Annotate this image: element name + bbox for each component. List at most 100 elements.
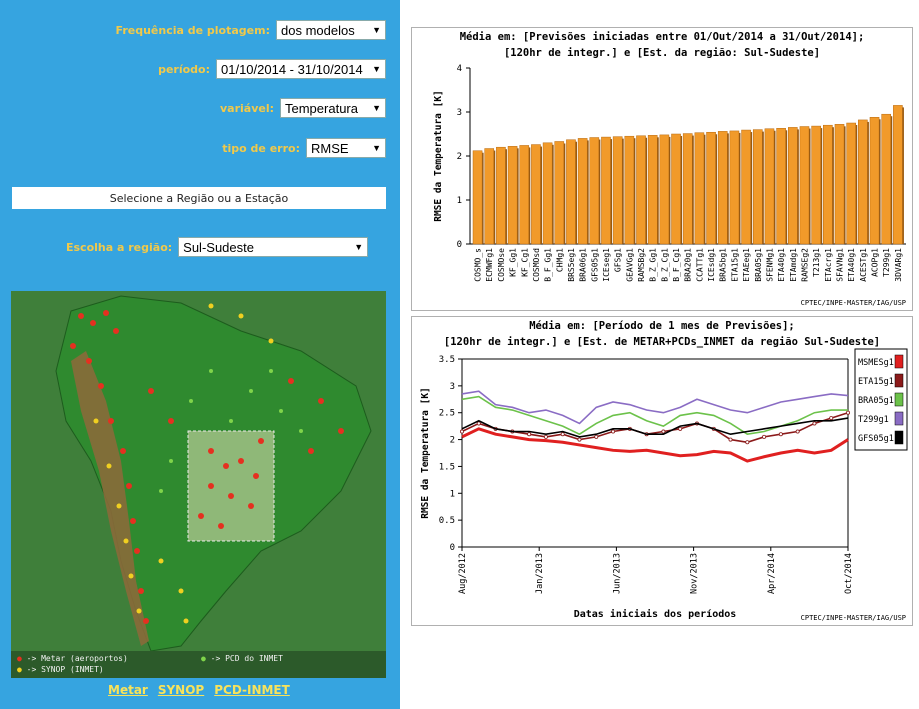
bar-category-label: KF_Cg1 <box>520 248 529 277</box>
bar-shadow <box>738 132 741 244</box>
region-select[interactable]: Sul-Sudeste ▼ <box>178 237 369 257</box>
line-point <box>476 421 481 426</box>
bar-category-label: RAMSEg2 <box>800 248 809 282</box>
frequency-value: dos modelos <box>281 22 355 38</box>
bar-shadow <box>633 138 636 244</box>
bar-category-label: RAMSBg2 <box>637 248 646 282</box>
bar <box>624 135 635 245</box>
line-y-tick-label: 1.5 <box>439 462 455 472</box>
error-type-value: RMSE <box>311 140 349 156</box>
bar <box>834 124 845 245</box>
line-series <box>461 395 848 436</box>
bar-shadow <box>727 133 729 244</box>
link-metar[interactable]: Metar <box>108 683 148 697</box>
bar-shadow <box>680 136 683 244</box>
variable-row: variável: Temperatura ▼ <box>220 97 386 119</box>
line-point <box>762 434 767 439</box>
map-legend: ● -> Metar (aeroportos) ● -> PCD do INME… <box>11 651 386 678</box>
bar <box>881 113 892 245</box>
bar-shadow <box>715 134 718 244</box>
bar-shadow <box>762 131 764 244</box>
bar <box>636 135 646 245</box>
legend-pcd: ● -> PCD do INMET <box>201 654 283 663</box>
bar-category-label: ACESTg1 <box>859 248 868 282</box>
selected-region-overlay[interactable] <box>187 430 275 542</box>
bar-y-tick-label: 3 <box>457 108 462 118</box>
period-select[interactable]: 01/10/2014 - 31/10/2014 ▼ <box>216 59 386 79</box>
bar-shadow <box>552 144 554 244</box>
link-synop[interactable]: SYNOP <box>157 683 205 697</box>
pcd-marker-icon: ● <box>201 654 206 663</box>
link-pcd-inmet[interactable]: PCD-INMET <box>214 683 290 697</box>
bar <box>799 126 810 245</box>
bar-shadow <box>517 148 519 244</box>
bar-category-label: 3DVARg1 <box>894 248 903 282</box>
bar-category-label: ACOPg1 <box>871 248 880 277</box>
line-point <box>845 410 850 415</box>
error-type-select[interactable]: RMSE ▼ <box>306 138 386 158</box>
bar <box>554 141 565 245</box>
line-legend-swatch <box>894 430 904 445</box>
bar-category-label: CHMg1 <box>555 248 564 272</box>
legend-metar: ● -> Metar (aeroportos) <box>17 654 128 663</box>
line-series <box>461 390 849 425</box>
line-series <box>461 417 849 438</box>
line-x-tick-label: Oct/2014 <box>844 553 854 594</box>
bar-category-label: BRA20g1 <box>684 248 693 282</box>
line-point <box>594 434 599 439</box>
bar-category-label: CCATTg1 <box>695 248 704 282</box>
bar-shadow <box>890 116 893 244</box>
bar <box>496 146 506 245</box>
bar-shadow <box>528 147 531 244</box>
region-label: Escolha a região: <box>66 240 173 254</box>
bar-category-label: BRA06g1 <box>579 248 588 282</box>
bar-shadow <box>563 143 566 244</box>
chevron-down-icon: ▼ <box>354 242 364 252</box>
error-type-label: tipo de erro: <box>222 141 300 155</box>
bar <box>531 144 541 245</box>
station-map[interactable]: ● -> Metar (aeroportos) ● -> PCD do INME… <box>11 291 386 678</box>
bar <box>589 137 600 245</box>
bar-y-tick-label: 0 <box>457 240 462 250</box>
line-point <box>728 437 733 442</box>
line-legend-swatch <box>894 392 904 407</box>
frequency-select[interactable]: dos modelos ▼ <box>276 20 386 40</box>
bar <box>776 128 786 245</box>
bar-category-label: B_F_Cg1 <box>672 248 681 282</box>
variable-select[interactable]: Temperatura ▼ <box>280 98 386 118</box>
bar <box>764 128 775 245</box>
bar-category-label: T213g1 <box>812 248 821 277</box>
metar-dots <box>70 310 344 624</box>
bar-category-label: BRS5eg1 <box>567 248 576 282</box>
bar <box>869 117 880 245</box>
line-legend-label: BRA05g1 <box>858 396 894 406</box>
bar-category-label: ECMWFg1 <box>485 248 494 282</box>
bar-shadow <box>750 132 753 244</box>
south-america-map[interactable] <box>11 291 386 652</box>
variable-label: variável: <box>219 101 274 115</box>
line-y-tick-label: 2.5 <box>439 409 455 419</box>
bar-shadow <box>692 135 694 244</box>
bar-shadow <box>587 140 589 244</box>
bar <box>542 142 553 245</box>
line-point <box>560 432 565 437</box>
line-point <box>745 440 750 445</box>
station-links: Metar SYNOP PCD-INMET <box>108 683 290 697</box>
line-legend-label: T299g1 <box>858 415 889 425</box>
line-legend-swatch <box>894 411 904 426</box>
chevron-down-icon: ▼ <box>372 143 381 153</box>
bar-shadow <box>598 139 601 244</box>
pcd-dots <box>159 369 303 493</box>
line-point <box>829 416 834 421</box>
bar-category-label: BRA5bg1 <box>719 248 728 282</box>
bar-category-label: COSMOsd <box>532 248 541 282</box>
bar-category-label: ICEseg1 <box>602 248 611 282</box>
bar-shadow <box>540 146 542 244</box>
line-chart-title: Média em: [Período de 1 mes de Previsões… <box>529 320 795 332</box>
line-point <box>460 429 465 434</box>
bar <box>823 124 833 245</box>
line-series <box>461 411 849 444</box>
line-chart-credit: CPTEC/INPE-MASTER/IAG/USP <box>800 614 906 622</box>
bar <box>484 148 495 245</box>
bar-category-label: GFSg1 <box>614 248 623 272</box>
